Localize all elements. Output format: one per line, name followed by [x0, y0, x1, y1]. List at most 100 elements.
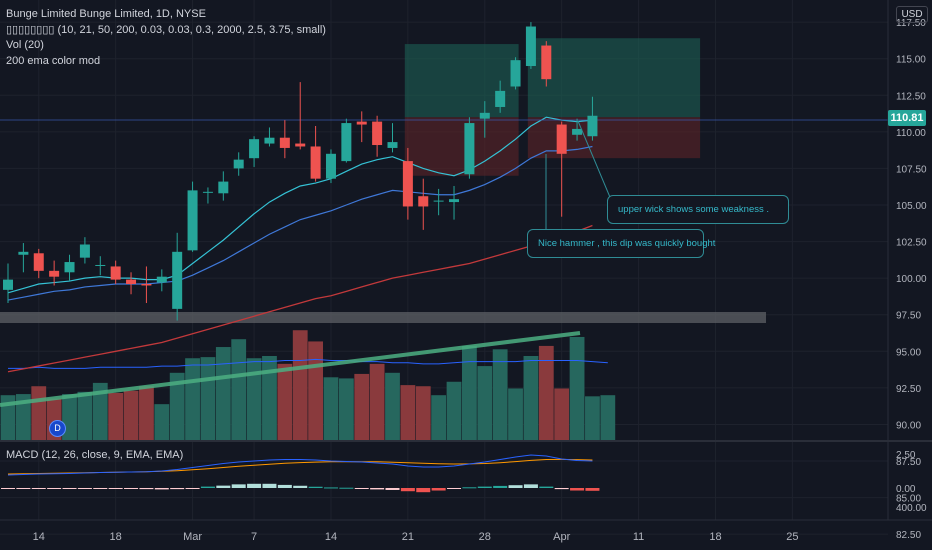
y-tick-label: 105.00	[896, 201, 927, 212]
candle-body	[356, 121, 367, 125]
volume-bar	[123, 390, 139, 440]
volume-bar	[77, 391, 93, 440]
macd-histogram-bar	[124, 488, 139, 489]
ema-fast-line	[7, 116, 593, 294]
macd-histogram-bar	[323, 487, 338, 489]
macd-histogram-bar	[231, 484, 246, 488]
macd-histogram-bar	[539, 486, 554, 488]
macd-histogram-bar	[108, 488, 123, 489]
y-tick-label: 82.50	[896, 530, 921, 541]
support-zone	[0, 312, 766, 323]
y-tick-label: 110.00	[896, 128, 926, 139]
macd-histogram-bar	[308, 486, 323, 488]
x-tick-label: 18	[709, 531, 721, 543]
volume-bar	[154, 404, 170, 440]
volume-bar	[215, 347, 231, 440]
volume-bar	[523, 356, 539, 440]
candle-body	[464, 123, 475, 175]
candle-body	[264, 137, 275, 144]
macd-histogram-bar	[262, 483, 277, 488]
macd-histogram-bar	[400, 488, 415, 492]
candle-body	[402, 161, 413, 207]
chart-legend: Bunge Limited Bunge Limited, 1D, NYSE ▯▯…	[6, 7, 326, 69]
volume-bar	[508, 388, 523, 440]
ema-mid-line	[7, 145, 593, 301]
y-tick-label: 90.00	[896, 420, 921, 431]
volume-bar	[277, 363, 293, 440]
candle-body	[479, 112, 490, 119]
candle-body	[541, 45, 552, 80]
candle-body	[495, 90, 506, 107]
x-tick-label: Apr	[553, 531, 570, 543]
macd-histogram-bar	[62, 488, 77, 489]
candle-body	[325, 153, 336, 179]
volume-bar	[231, 339, 247, 440]
volume-bar	[477, 366, 493, 440]
macd-histogram-bar	[277, 484, 292, 488]
symbol-title[interactable]: Bunge Limited Bunge Limited, 1D, NYSE	[6, 8, 206, 20]
y-tick-label: 85.00	[896, 494, 921, 505]
annotation-hammer[interactable]: Nice hammer , this dip was quickly bough…	[527, 229, 715, 258]
candle-body	[79, 244, 90, 258]
candle-body	[341, 123, 352, 162]
macd-histogram-bar	[508, 485, 523, 488]
candle-body	[510, 60, 521, 87]
candle-body	[33, 253, 44, 271]
x-tick-label: 7	[251, 531, 257, 543]
candle-body	[95, 264, 106, 266]
macd-line	[7, 454, 593, 476]
macd-histogram-bar	[370, 488, 385, 490]
y-tick-label: 97.50	[896, 311, 921, 322]
macd-tick-label: 0.00	[896, 484, 916, 495]
volume-bar	[538, 345, 554, 440]
macd-histogram-bar	[93, 488, 108, 489]
volume-bar	[92, 382, 108, 440]
macd-histogram-bar	[1, 488, 15, 489]
macd-histogram-bar	[139, 488, 154, 490]
volume-bar	[200, 357, 216, 440]
volume-bar	[446, 381, 462, 440]
macd-tick-label: 400.00	[896, 503, 927, 514]
annotation-upper-wick[interactable]: upper wick shows some weakness .	[607, 195, 789, 224]
volume-bar	[415, 386, 431, 440]
ema-200-line	[7, 224, 593, 373]
x-tick-label: 18	[110, 531, 122, 543]
candle-body	[3, 279, 13, 290]
volume-bar	[31, 386, 47, 440]
volume-bar	[492, 349, 508, 440]
candle-body	[233, 159, 244, 169]
volume-bar	[169, 372, 185, 440]
x-tick-label: 25	[786, 531, 798, 543]
volume-bar	[431, 395, 447, 440]
volume-trend-line	[0, 331, 581, 407]
volume-bar	[262, 356, 277, 440]
macd-histogram-bar	[247, 483, 262, 488]
macd-legend[interactable]: MACD (12, 26, close, 9, EMA, EMA)	[6, 449, 184, 461]
macd-histogram-bar	[447, 488, 462, 489]
macd-histogram-bar	[462, 487, 477, 489]
volume-bar	[108, 392, 124, 440]
candle-body	[372, 121, 383, 146]
macd-histogram-bar	[293, 485, 308, 488]
indicator-200-ema[interactable]: 200 ema color mod	[6, 54, 101, 67]
volume-bar	[554, 388, 570, 440]
currency-badge[interactable]: USD	[896, 6, 928, 23]
volume-bar	[338, 378, 354, 440]
y-tick-label: 92.50	[896, 384, 921, 395]
volume-bar	[323, 377, 339, 440]
macd-histogram-bar	[339, 487, 354, 489]
indicator-ema-pack[interactable]: ▯▯▯▯▯▯▯▯ (10, 21, 50, 200, 0.03, 0.03, 0…	[6, 23, 326, 36]
indicator-volume[interactable]: Vol (20)	[6, 39, 44, 51]
y-tick-label: 115.00	[896, 55, 926, 66]
annotation-connector	[577, 120, 613, 203]
candle-body	[525, 26, 536, 67]
candle-body	[295, 143, 306, 147]
candle-body	[156, 276, 167, 283]
y-tick-label: 87.50	[896, 457, 921, 468]
macd-histogram-bar	[170, 488, 185, 490]
macd-histogram-bar	[185, 488, 200, 489]
macd-histogram-bar	[554, 488, 569, 490]
dividend-marker-icon[interactable]: D	[49, 420, 66, 437]
volume-bar	[15, 394, 31, 440]
